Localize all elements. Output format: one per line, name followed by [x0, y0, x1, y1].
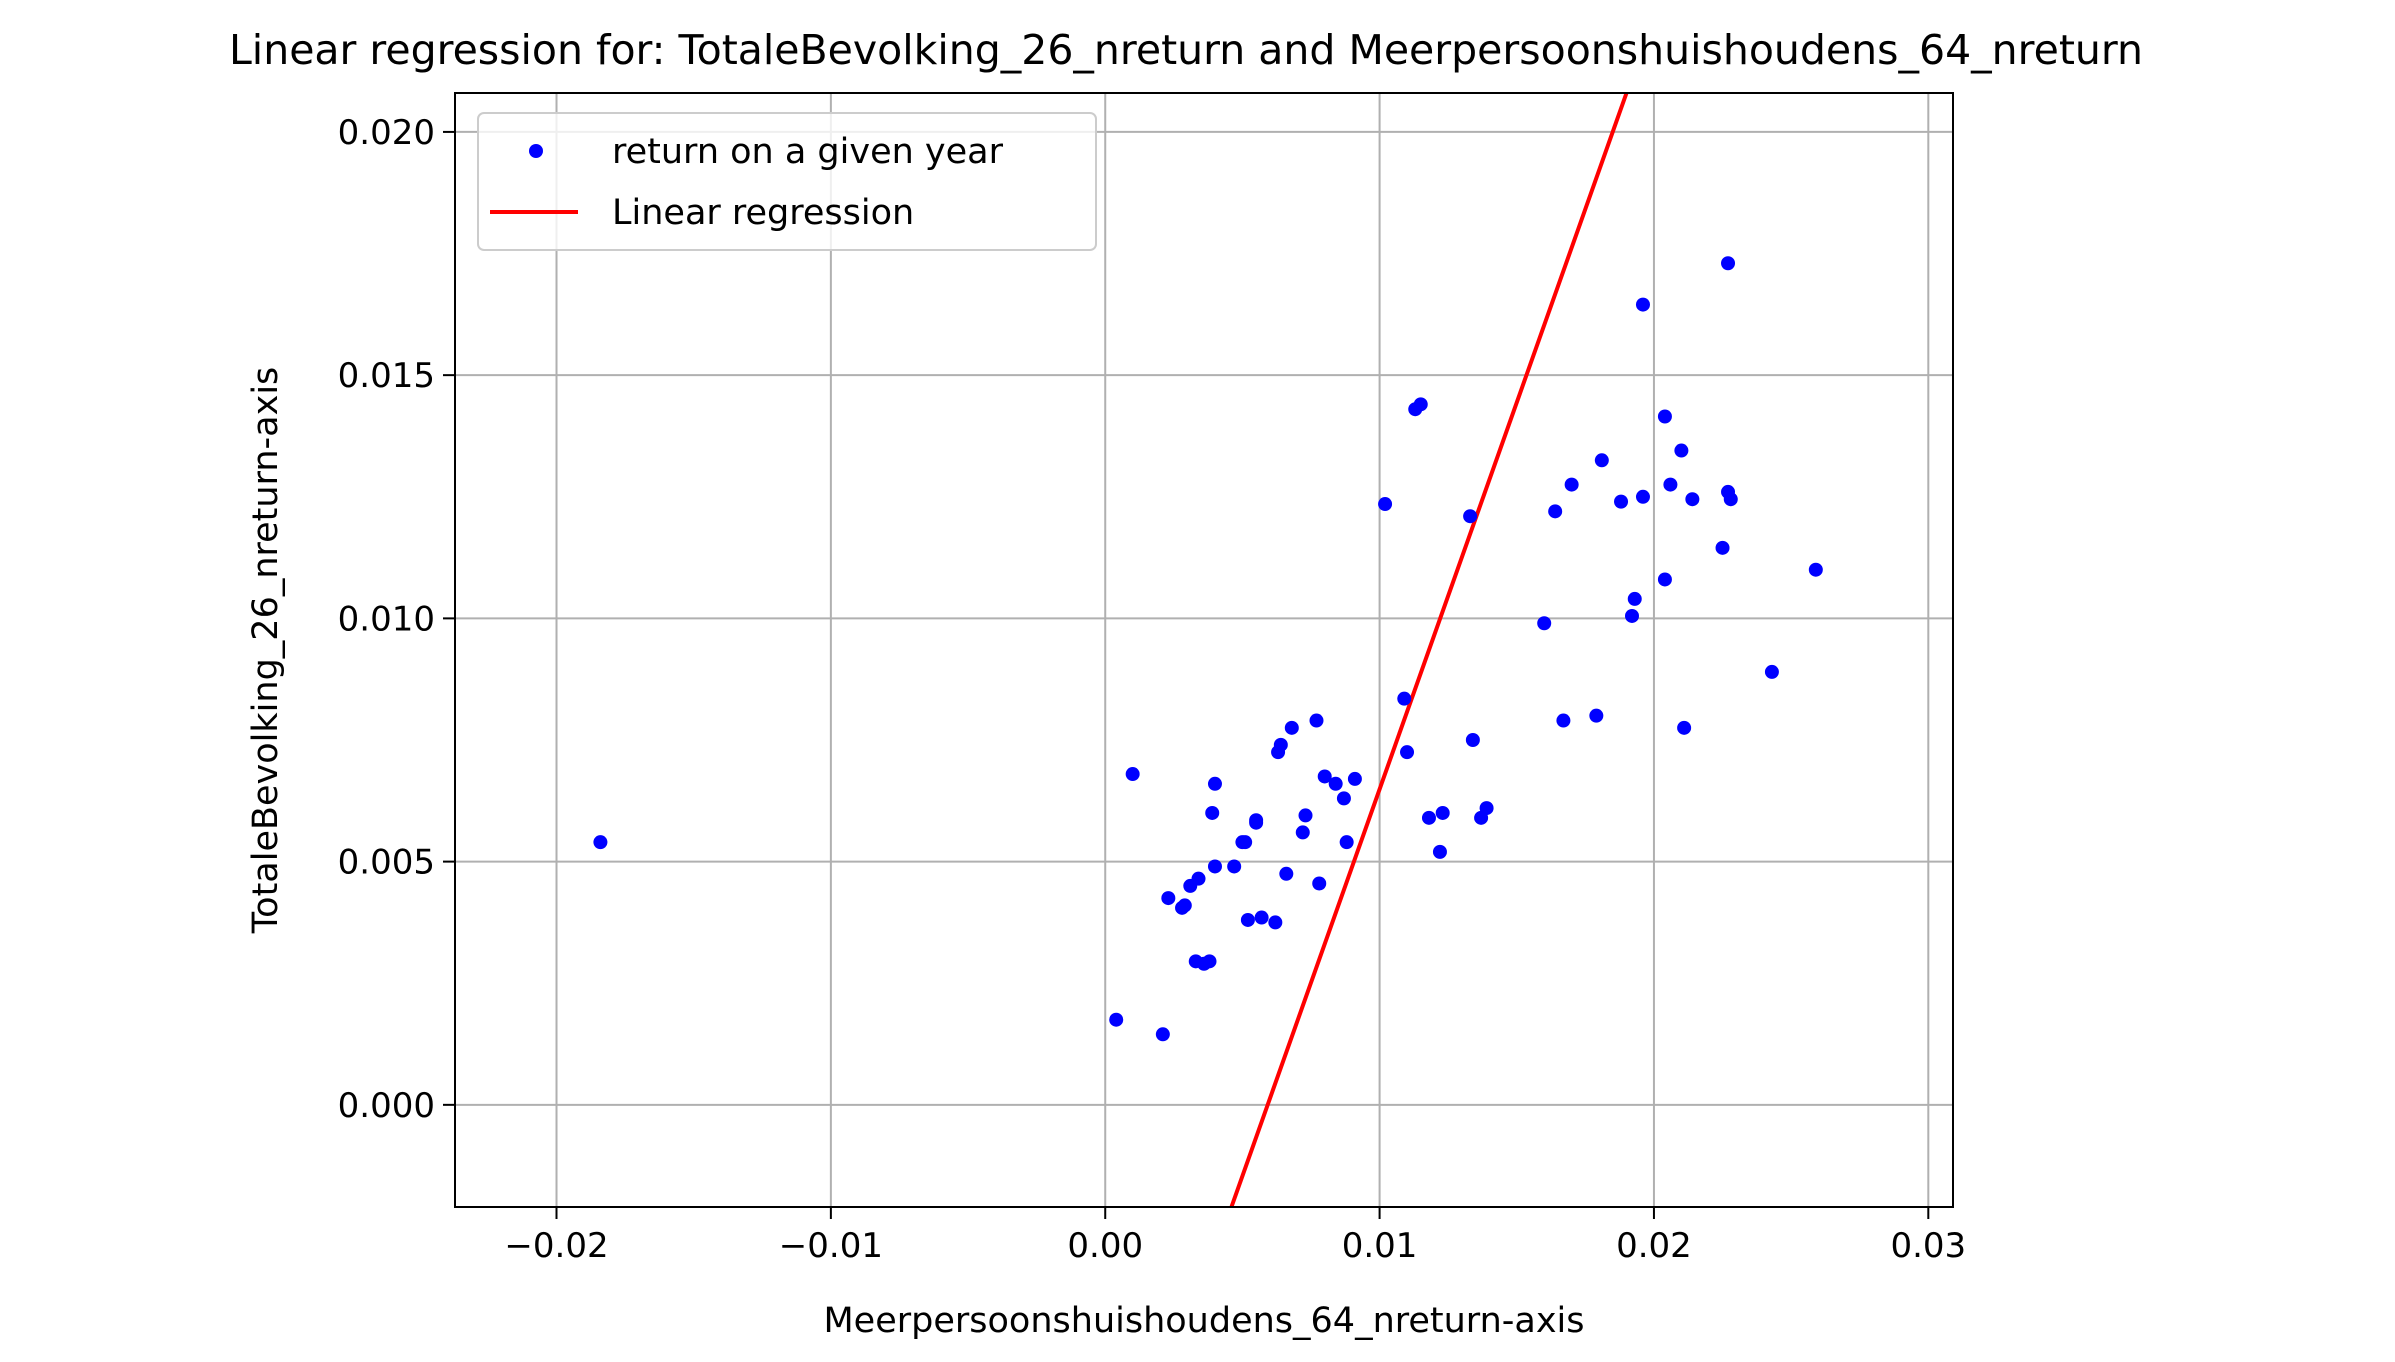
scatter-point [1723, 492, 1738, 507]
y-tick-label: 0.010 [338, 599, 435, 639]
scatter-point [1674, 443, 1689, 458]
scatter-point [1207, 776, 1222, 791]
regression-line-layer [1229, 92, 1629, 1208]
scatter-point [1109, 1012, 1124, 1027]
scatter-point [1677, 720, 1692, 735]
scatter-point [1715, 540, 1730, 555]
scatter-point [1421, 810, 1436, 825]
scatter-point [1627, 591, 1642, 606]
scatter-point [1273, 737, 1288, 752]
scatter-point [1465, 732, 1480, 747]
scatter-point [1295, 825, 1310, 840]
scatter-point [1663, 477, 1678, 492]
x-axis-label: Meerpersoonshuishoudens_64_nreturn-axis [823, 1301, 1584, 1341]
x-axis-ticks: −0.02 −0.01 0.00 0.01 0.02 0.03 [504, 1207, 1966, 1266]
x-tick-label: −0.02 [504, 1226, 608, 1266]
scatter-point [1378, 497, 1393, 512]
y-tick-label: 0.005 [338, 843, 435, 883]
scatter-point [1657, 409, 1672, 424]
scatter-point [1548, 504, 1563, 519]
scatter-point [1339, 835, 1354, 850]
y-tick-label: 0.015 [338, 356, 435, 396]
scatter-point [593, 835, 608, 850]
scatter-point [1635, 489, 1650, 504]
x-tick-label: 0.01 [1342, 1226, 1418, 1266]
scatter-point [1317, 769, 1332, 784]
scatter-point [1238, 835, 1253, 850]
regression-line [1229, 92, 1629, 1208]
y-axis-ticks: 0.000 0.005 0.010 0.015 0.020 [338, 113, 455, 1126]
x-tick-label: 0.02 [1616, 1226, 1692, 1266]
y-axis-label: TotaleBevolking_26_nreturn-axis [246, 367, 286, 935]
chart-title: Linear regression for: TotaleBevolking_2… [229, 26, 2143, 74]
scatter-point [1254, 910, 1269, 925]
x-tick-label: 0.03 [1890, 1226, 1966, 1266]
scatter-point [1463, 509, 1478, 524]
scatter-point [1594, 453, 1609, 468]
scatter-point [1347, 771, 1362, 786]
scatter-point [1685, 492, 1700, 507]
scatter-point [1808, 562, 1823, 577]
scatter-point [1161, 891, 1176, 906]
scatter-point [1635, 297, 1650, 312]
x-tick-label: 0.00 [1067, 1226, 1143, 1266]
scatter-point [1207, 859, 1222, 874]
scatter-point [1400, 745, 1415, 760]
scatter-point [1479, 801, 1494, 816]
scatter-point [1155, 1027, 1170, 1042]
scatter-point [1191, 871, 1206, 886]
plot-frame [454, 92, 1954, 1208]
scatter-point [1625, 608, 1639, 623]
scatter-point [1721, 256, 1736, 271]
legend: return on a given year Linear regression [477, 112, 1097, 251]
scatter-point [1764, 664, 1779, 679]
scatter-point [1279, 866, 1294, 881]
scatter-point [1328, 776, 1343, 791]
legend-marker-scatter [529, 144, 543, 158]
scatter-point [1125, 767, 1140, 782]
scatter-point [1589, 708, 1604, 723]
scatter-point [1657, 572, 1672, 587]
scatter-point [1312, 876, 1327, 891]
scatter-point [1336, 791, 1351, 806]
scatter-point [1413, 397, 1428, 412]
scatter-point [1614, 494, 1629, 509]
legend-label-line: Linear regression [612, 193, 914, 233]
scatter-point [1309, 713, 1324, 728]
scatter-point [1432, 844, 1447, 859]
y-tick-label: 0.020 [338, 113, 435, 153]
scatter-point [1298, 808, 1313, 823]
scatter-point [1284, 720, 1299, 735]
scatter-points [593, 256, 1823, 1042]
scatter-point [1537, 616, 1552, 631]
scatter-point [1202, 954, 1217, 969]
scatter-point [1435, 805, 1450, 820]
scatter-point [1268, 915, 1283, 930]
x-tick-label: −0.01 [779, 1226, 883, 1266]
scatter-point [1240, 912, 1255, 927]
scatter-point [1249, 813, 1264, 828]
scatter-point [1205, 805, 1220, 820]
scatter-point [1556, 713, 1571, 728]
scatter-point [1227, 859, 1242, 874]
y-tick-label: 0.000 [338, 1086, 435, 1126]
legend-label-scatter: return on a given year [612, 132, 1004, 172]
scatter-point [1564, 477, 1579, 492]
legend-box [477, 112, 1097, 251]
scatter-point [1177, 898, 1192, 913]
scatter-point [1397, 691, 1412, 706]
